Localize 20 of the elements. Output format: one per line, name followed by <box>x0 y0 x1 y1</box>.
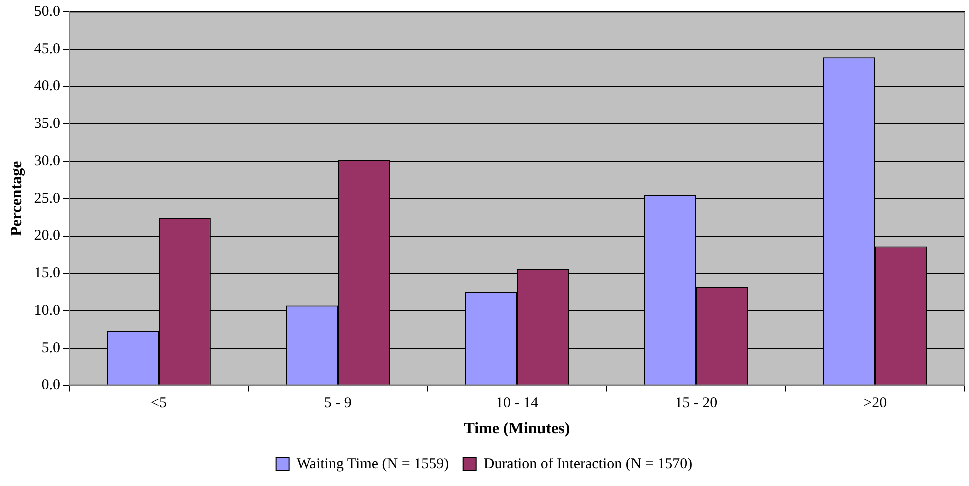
y-tick-label: 0.0 <box>42 378 60 394</box>
x-tick-label: >20 <box>864 396 888 412</box>
x-tick-label: 5 - 9 <box>324 396 352 412</box>
y-tick-label: 45.0 <box>34 41 60 58</box>
y-tick-label: 20.0 <box>34 228 60 244</box>
legend-label: Waiting Time (N = 1559) <box>296 456 450 472</box>
x-tick-label: 10 - 14 <box>496 396 539 412</box>
x-tick-label: 15 - 20 <box>675 396 718 412</box>
y-tick-label: 30.0 <box>34 153 60 170</box>
y-tick-label: 50.0 <box>34 4 60 20</box>
y-tick-label: 10.0 <box>34 302 60 319</box>
x-tick-label: <5 <box>151 396 167 412</box>
y-tick-label: 5.0 <box>42 340 60 356</box>
y-tick-label: 35.0 <box>34 116 60 132</box>
y-tick-label: 40.0 <box>34 78 60 95</box>
legend-label: Duration of Interaction (N = 1570) <box>484 456 693 472</box>
y-tick-label: 15.0 <box>34 266 60 282</box>
x-axis-title: Time (Minutes) <box>464 420 570 438</box>
y-tick-label: 25.0 <box>34 190 60 207</box>
y-axis-title: Percentage <box>8 161 26 237</box>
